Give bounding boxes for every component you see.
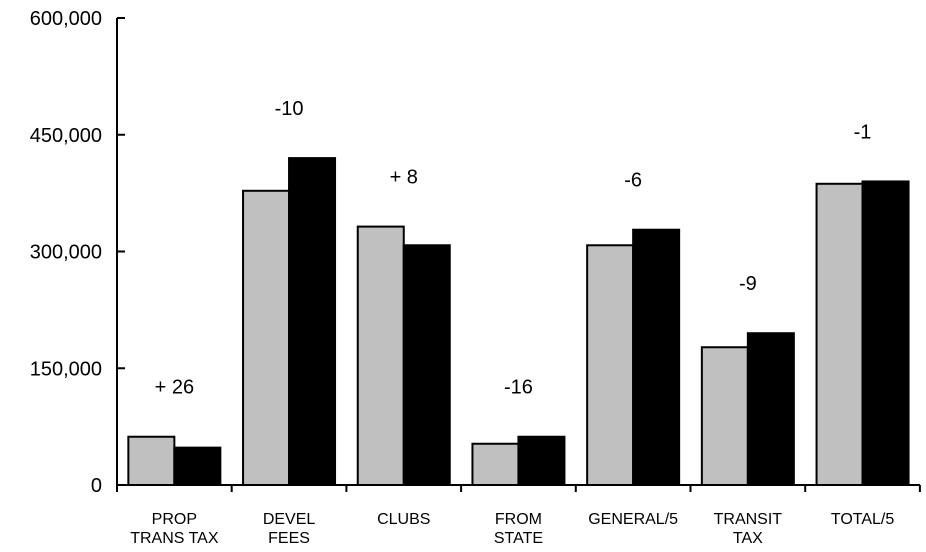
bar-series-2 xyxy=(288,157,337,486)
y-tick-label: 300,000 xyxy=(30,242,102,264)
x-category-label: DEVEL xyxy=(263,511,316,528)
bar-series-1 xyxy=(356,225,405,487)
bar-series-1 xyxy=(127,435,176,487)
x-category-label: TOTAL/5 xyxy=(831,511,895,528)
bar-series-2 xyxy=(632,228,681,486)
x-category-label: TRANS TAX xyxy=(130,530,219,547)
bar-series-1 xyxy=(815,182,864,486)
x-category-label: TAX xyxy=(733,530,763,547)
bar-series-1 xyxy=(242,189,291,486)
change-label: -10 xyxy=(275,98,304,120)
x-category-label: TRANSIT xyxy=(714,511,783,528)
bar-series-2 xyxy=(173,446,222,487)
change-label: -6 xyxy=(624,170,642,192)
bar-series-2 xyxy=(746,332,795,486)
x-category-label: PROP xyxy=(152,511,197,528)
x-category-label: FEES xyxy=(268,530,310,547)
bar-series-2 xyxy=(861,180,910,486)
change-label: + 26 xyxy=(155,377,194,399)
y-tick-label: 0 xyxy=(91,475,102,497)
bar-series-1 xyxy=(586,244,635,486)
change-label: -9 xyxy=(739,273,757,295)
bar-series-1 xyxy=(700,346,749,486)
x-category-label: STATE xyxy=(494,530,543,547)
bar-series-2 xyxy=(517,435,566,487)
x-category-label: FROM xyxy=(495,511,542,528)
y-tick-label: 600,000 xyxy=(30,8,102,30)
chart-marks: 0 150,000 300,000 450,000 600,000 PROP TRANS T… xyxy=(30,8,921,547)
y-tick-label: 450,000 xyxy=(30,125,102,147)
change-label: -1 xyxy=(854,121,872,143)
bar-series-1 xyxy=(471,442,520,486)
bar-series-2 xyxy=(402,244,451,486)
y-tick-label: 150,000 xyxy=(30,358,102,380)
change-label: -16 xyxy=(504,377,533,399)
change-label: + 8 xyxy=(390,167,418,189)
x-category-label: GENERAL/5 xyxy=(588,511,678,528)
x-category-label: CLUBS xyxy=(377,511,430,528)
